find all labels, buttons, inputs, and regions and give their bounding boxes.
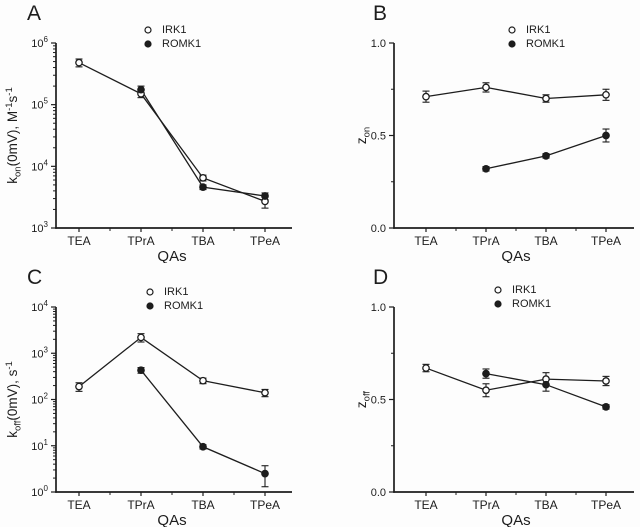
data-point-open-circle-marker (602, 377, 610, 385)
data-point-open-circle-marker (482, 386, 490, 395)
legend-filled-circle-icon (494, 300, 502, 308)
category-label: TEA (67, 234, 90, 248)
data-point-filled-circle-marker (261, 192, 269, 200)
data-point-filled-circle-marker (261, 469, 269, 478)
y-tick-label: 102 (31, 392, 48, 407)
data-point-filled-circle-marker (542, 380, 550, 389)
x-axis-title: QAs (157, 512, 186, 527)
y-tick-label: 104 (31, 158, 48, 173)
category-label: TPrA (127, 234, 154, 248)
category-label: TPeA (591, 498, 621, 512)
data-point-open-circle-marker (602, 90, 610, 99)
data-point-open-circle-marker (137, 333, 145, 342)
category-label: TEA (67, 498, 90, 512)
panel-B: B 0.0 0.5 1.0 TEA TPrA TBA TPeA QAs zon IRK1 ROMK1 (320, 0, 640, 263)
data-point-open-circle-marker (75, 382, 83, 391)
legend-open-circle-icon (144, 26, 152, 34)
panel-letter: C (27, 266, 43, 289)
data-line-irk1 (78, 336, 266, 394)
category-label: TBA (191, 498, 214, 512)
panel-D: D 0.0 0.5 1.0 TEA TPrA TBA TPeA QAs zoff IRK1 ROMK… (320, 264, 640, 527)
x-axis-title: QAs (157, 248, 186, 263)
panel-letter: B (373, 2, 388, 25)
x-axis-title: QAs (501, 248, 530, 263)
data-point-open-circle-marker (199, 174, 207, 182)
category-label: TPeA (250, 234, 280, 248)
y-tick-label: 103 (31, 345, 48, 360)
y-tick-label: 106 (31, 35, 48, 50)
y-tick-label: 104 (31, 299, 48, 314)
data-point-open-circle-marker (199, 376, 207, 385)
y-tick-label: 103 (31, 220, 48, 235)
category-label: TBA (191, 234, 214, 248)
y-tick-label: 0.5 (371, 395, 386, 407)
category-label: TEA (414, 234, 437, 248)
data-line-irk1 (78, 62, 266, 203)
category-label: TPeA (250, 498, 280, 512)
category-label: TBA (534, 234, 557, 248)
y-axis-title: zoff (354, 391, 373, 409)
panel-letter: D (373, 266, 389, 289)
y-tick-label: 0.0 (371, 223, 386, 235)
panel-A: A 103 104 105 106 TEA TPrA TBA TPeA QAs kon(0mV),… (0, 0, 320, 263)
data-point-open-circle-marker (542, 94, 550, 103)
data-point-filled-circle-marker (542, 152, 550, 160)
y-axis-title: koff(0mV), s-1 (4, 361, 24, 438)
data-point-filled-circle-marker (199, 183, 207, 191)
data-point-open-circle-marker (75, 58, 83, 67)
y-tick-label: 1.0 (371, 302, 386, 314)
data-point-open-circle-marker (422, 364, 430, 372)
data-point-filled-circle-marker (137, 366, 145, 375)
x-axis-title: QAs (501, 512, 530, 527)
data-point-open-circle-marker (261, 388, 269, 397)
legend-filled-circle-icon (508, 40, 516, 48)
y-tick-label: 1.0 (371, 38, 386, 50)
legend-open-circle-icon (146, 288, 154, 296)
legend-label: IRK1 (164, 286, 188, 298)
legend-label: IRK1 (162, 24, 186, 36)
kon-line-chart: 103 104 105 106 TEA TPrA TBA TPeA QAs kon(0mV), M… (4, 24, 292, 263)
legend-open-circle-icon (508, 26, 516, 34)
data-line-romk1 (140, 369, 266, 475)
y-tick-label: 100 (31, 484, 48, 499)
data-point-open-circle-marker (482, 83, 490, 92)
data-point-filled-circle-marker (482, 369, 490, 378)
legend-filled-circle-icon (146, 302, 154, 310)
data-line-irk1 (425, 86, 607, 100)
category-label: TPeA (591, 234, 621, 248)
legend-label: IRK1 (526, 24, 550, 36)
data-point-filled-circle-marker (137, 85, 145, 94)
data-point-filled-circle-marker (482, 164, 490, 173)
legend-label: ROMK1 (164, 300, 203, 312)
y-tick-label: 101 (31, 438, 48, 453)
data-point-filled-circle-marker (602, 403, 610, 411)
data-point-filled-circle-marker (602, 131, 610, 140)
y-tick-label: 105 (31, 97, 48, 112)
y-tick-label: 0.0 (371, 487, 386, 499)
legend-label: IRK1 (512, 284, 536, 296)
y-axis-title: zon (354, 127, 373, 144)
category-label: TPrA (472, 498, 499, 512)
panel-letter: A (27, 2, 42, 25)
zoff-line-chart: 0.0 0.5 1.0 TEA TPrA TBA TPeA QAs zoff IRK1 ROMK1 (354, 284, 634, 527)
data-point-open-circle-marker (422, 92, 430, 101)
category-label: TPrA (472, 234, 499, 248)
data-line-irk1 (425, 367, 607, 391)
y-tick-label: 0.5 (371, 131, 386, 143)
y-axis-title: kon(0mV), M-1s-1 (4, 87, 24, 183)
legend-filled-circle-icon (144, 40, 152, 48)
legend-label: ROMK1 (162, 38, 201, 50)
category-label: TEA (414, 498, 437, 512)
legend-open-circle-icon (494, 286, 502, 294)
panel-C: C 100 101 102 103 104 TEA TPrA TBA TPeA QAs koff(0… (0, 264, 320, 527)
category-label: TBA (534, 498, 557, 512)
legend-label: ROMK1 (526, 38, 565, 50)
legend-label: ROMK1 (512, 298, 551, 310)
koff-line-chart: 100 101 102 103 104 TEA TPrA TBA TPeA QAs koff(0mV… (4, 286, 292, 527)
category-label: TPrA (127, 498, 154, 512)
zon-line-chart: 0.0 0.5 1.0 TEA TPrA TBA TPeA QAs zon IRK1 ROMK1 (354, 24, 634, 263)
data-point-filled-circle-marker (199, 442, 207, 451)
